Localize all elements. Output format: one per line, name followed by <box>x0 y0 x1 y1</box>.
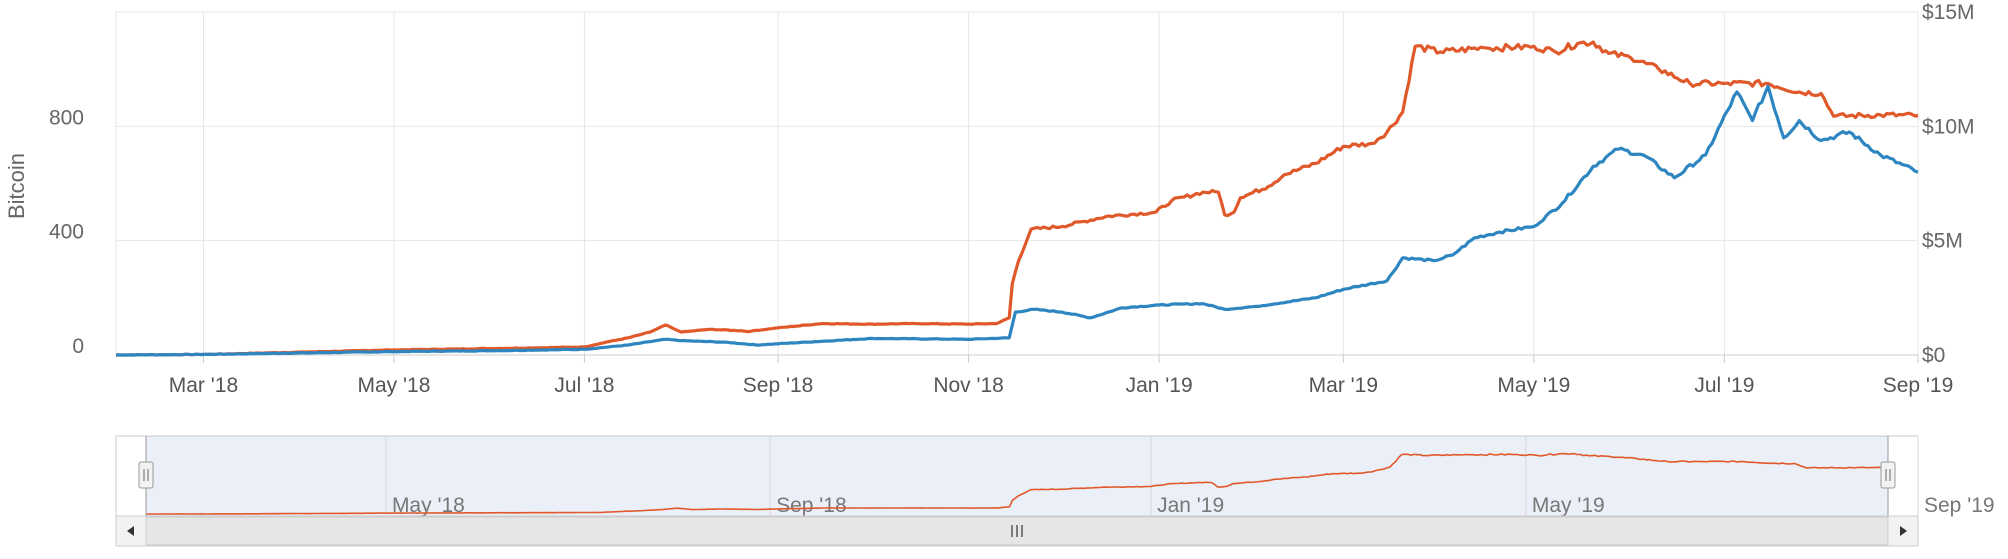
handle-grip[interactable] <box>138 461 154 489</box>
navigator-series-line <box>146 452 1889 515</box>
x-axis-tick-label: Mar '18 <box>169 374 238 397</box>
x-axis-tick-label: Sep '19 <box>1883 374 1954 397</box>
right-axis-tick-label: $0 <box>1922 344 1945 367</box>
navigator-tick-label: May '18 <box>392 494 465 517</box>
navigator-tick-label: May '19 <box>1532 494 1605 517</box>
handle-grip[interactable] <box>1880 461 1896 489</box>
right-axis-tick-label: $10M <box>1922 115 1975 138</box>
grid <box>115 11 1919 356</box>
series-line-1 <box>115 40 1919 357</box>
series-line-2 <box>115 84 1919 357</box>
x-axis-tick-label: Mar '19 <box>1309 374 1378 397</box>
navigator-selection[interactable] <box>146 436 1888 516</box>
right-axis-tick-label: $15M <box>1922 1 1975 24</box>
arrow-left-icon <box>127 526 134 536</box>
left-axis-tick-label: 0 <box>72 335 84 358</box>
navigator[interactable]: May '18 Sep '18 Jan '19 May '19 Sep '19 <box>115 435 1995 517</box>
x-axis-tick-label: Jul '19 <box>1694 374 1754 397</box>
x-axis-tick-label: May '18 <box>358 374 431 397</box>
x-axis-tick-label: Jan '19 <box>1126 374 1193 397</box>
arrow-right-icon <box>1900 526 1907 536</box>
navigator-tick-label: Sep '19 <box>1924 494 1995 517</box>
navigator-tick-label: Jan '19 <box>1157 494 1224 517</box>
series-group <box>115 40 1919 357</box>
left-axis-tick-label: 400 <box>49 221 84 244</box>
left-axis-title: Bitcoin <box>4 153 29 219</box>
left-axis-tick-label: 800 <box>49 106 84 129</box>
x-axis: Mar '18 May '18 Jul '18 Sep '18 Nov '18 Jan '… <box>169 355 1954 397</box>
left-axis: Bitcoin 0 400 800 <box>4 106 84 358</box>
x-axis-tick-label: Nov '18 <box>933 374 1004 397</box>
navigator-handle-left[interactable] <box>138 461 154 489</box>
x-axis-tick-label: Jul '18 <box>554 374 614 397</box>
x-axis-tick-label: May '19 <box>1497 374 1570 397</box>
scrollbar[interactable] <box>115 515 1919 547</box>
navigator-tick-label: Sep '18 <box>776 494 847 517</box>
right-axis-tick-label: $5M <box>1922 230 1963 253</box>
right-axis: $0 $5M $10M $15M <box>1922 1 1975 367</box>
x-axis-tick-label: Sep '18 <box>743 374 814 397</box>
navigator-handle-right[interactable] <box>1880 461 1896 489</box>
